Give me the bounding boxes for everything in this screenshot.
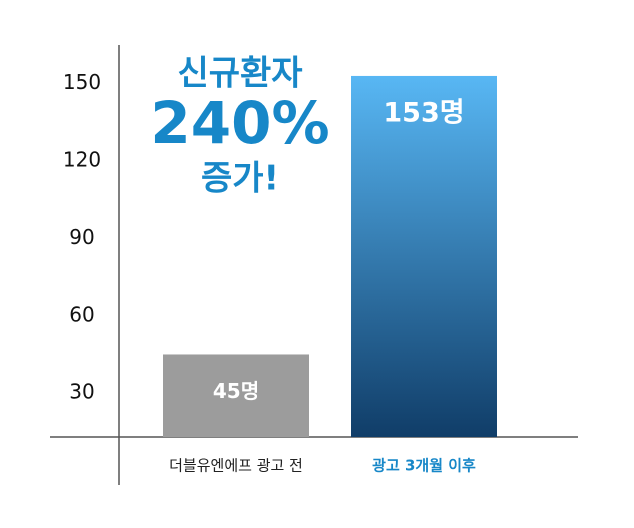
y-tick-label: 150 xyxy=(63,70,101,94)
y-tick-label: 60 xyxy=(69,302,94,326)
annotation: 신규환자 xyxy=(177,54,302,94)
value-label: 153명 xyxy=(383,97,464,128)
x-tick-label: 더블유엔에프 광고 전 xyxy=(169,457,303,475)
y-tick-label: 90 xyxy=(69,225,94,249)
value-label: 45명 xyxy=(213,379,259,403)
y-tick-label: 30 xyxy=(69,380,94,404)
annotation: 증가! xyxy=(201,159,279,199)
bar xyxy=(163,354,309,437)
bar xyxy=(351,75,497,438)
y-tick-label: 120 xyxy=(63,148,101,172)
x-tick-label: 광고 3개월 이후 xyxy=(372,457,476,475)
annotation: 240% xyxy=(150,89,329,157)
